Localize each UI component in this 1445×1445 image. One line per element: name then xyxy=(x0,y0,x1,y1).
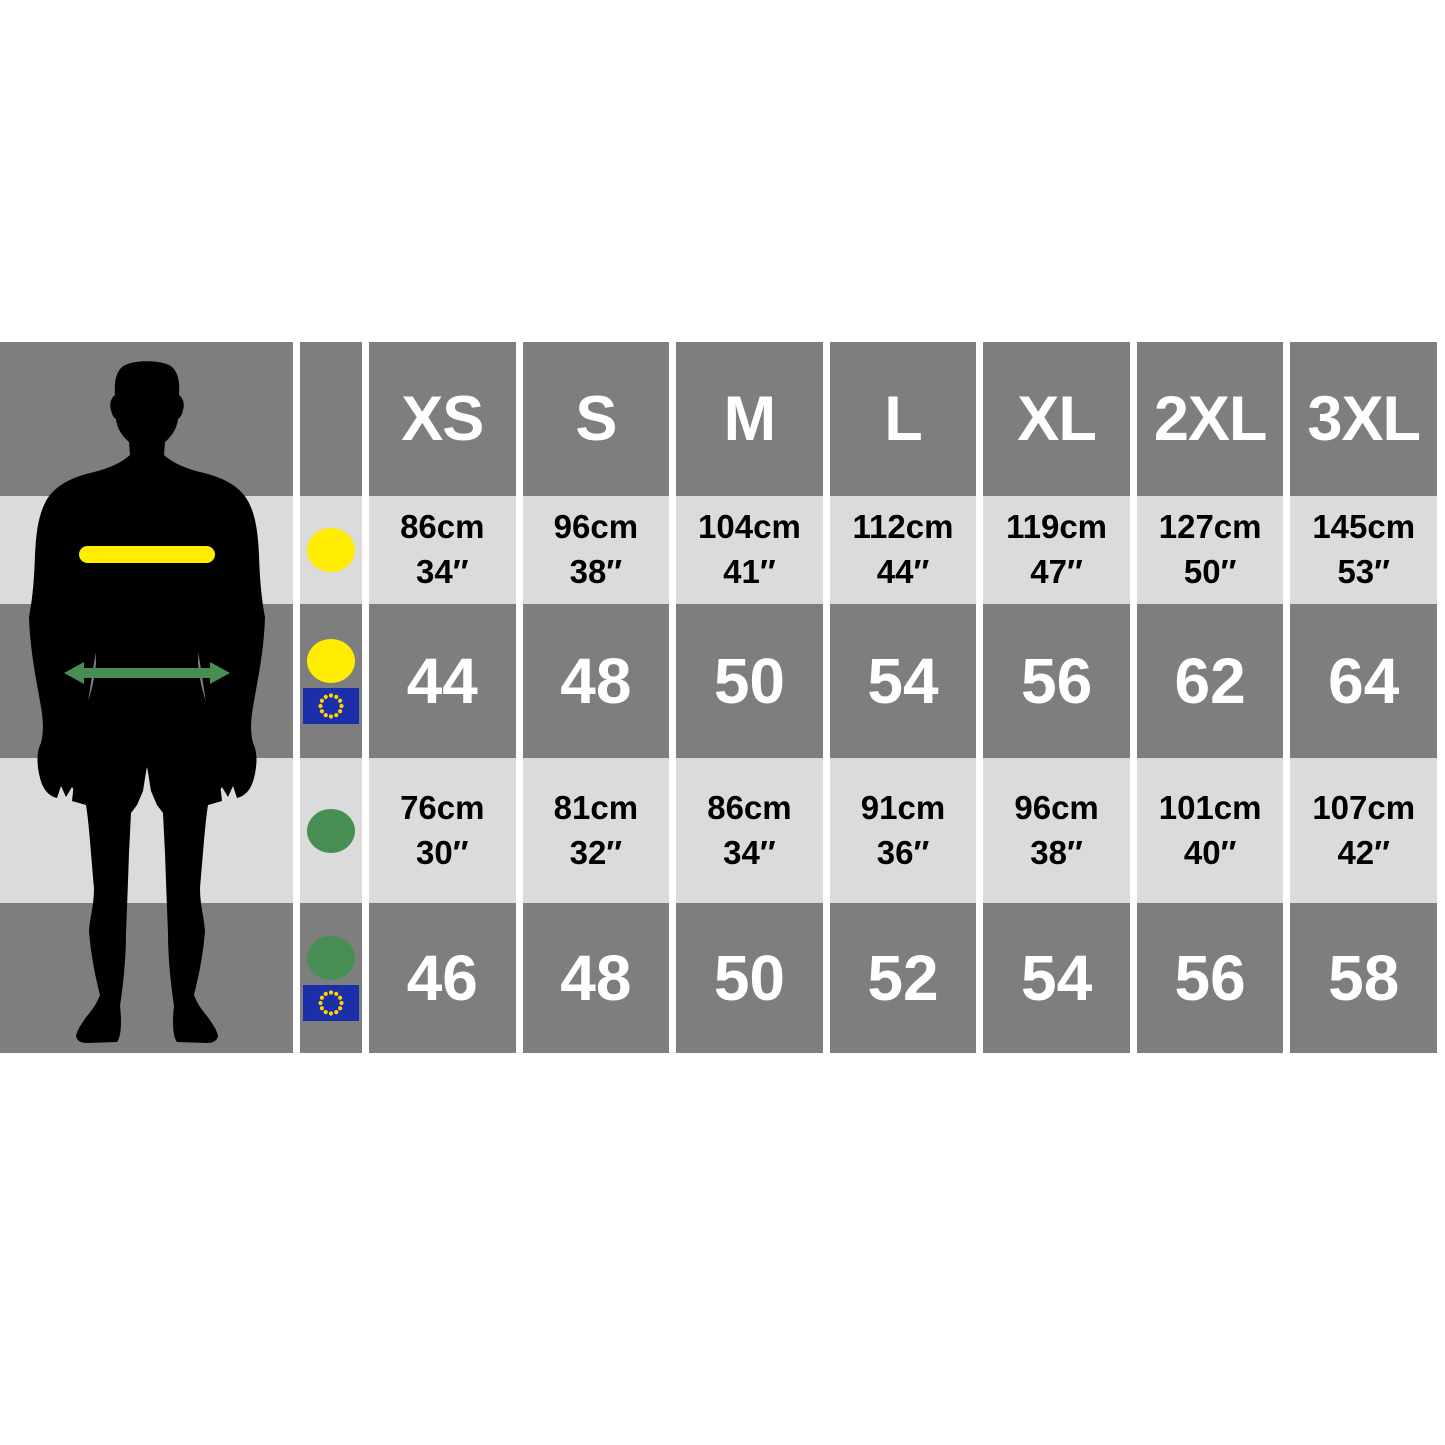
chest-measure-cell: 145cm 53″ xyxy=(1290,496,1437,604)
waist-cm-value: 107cm xyxy=(1312,788,1416,826)
chest-eu-marker-cell xyxy=(300,604,362,758)
male-silhouette-figure xyxy=(29,361,265,1043)
chest-measure-cell: 119cm 47″ xyxy=(983,496,1130,604)
column-header: XS xyxy=(369,342,516,496)
chest-cm-value: 96cm xyxy=(553,508,639,546)
chest-line-marker xyxy=(79,546,215,563)
chest-marker-icon xyxy=(307,638,355,683)
chest-measure-cell: 127cm 50″ xyxy=(1136,496,1284,604)
chest-inch-value: 44″ xyxy=(876,553,930,590)
waist-eu-size-cell: 48 xyxy=(522,903,670,1053)
chest-cm-value: 127cm xyxy=(1158,508,1262,546)
waist-eu-size-cell: 56 xyxy=(1136,903,1284,1053)
chest-eu-size-cell: 44 xyxy=(369,604,516,758)
chest-eu-size-cell: 54 xyxy=(829,604,977,758)
column-header: XL xyxy=(983,342,1130,496)
column-header: 3XL xyxy=(1290,342,1437,496)
chest-eu-size-cell: 48 xyxy=(522,604,670,758)
chest-measure-cell: 96cm 38″ xyxy=(522,496,670,604)
waist-eu-marker-cell xyxy=(300,903,362,1053)
eu-flag-icon xyxy=(303,984,359,1021)
chest-measure-cell: 112cm 44″ xyxy=(829,496,977,604)
waist-eu-size-cell: 52 xyxy=(829,903,977,1053)
chest-measure-cell: 86cm 34″ xyxy=(369,496,516,604)
waist-cm-value: 101cm xyxy=(1158,788,1262,826)
chest-inch-value: 50″ xyxy=(1183,553,1237,590)
waist-eu-size-cell: 50 xyxy=(676,903,823,1053)
column-header: 2XL xyxy=(1136,342,1284,496)
waist-measure-cell: 81cm 32″ xyxy=(522,758,670,903)
chest-cm-value: 119cm xyxy=(1006,508,1108,546)
waist-measure-cell: 96cm 38″ xyxy=(983,758,1130,903)
waist-eu-size-cell: 54 xyxy=(983,903,1130,1053)
chest-eu-size-cell: 56 xyxy=(983,604,1130,758)
chest-marker-cell xyxy=(300,496,362,604)
chest-inch-value: 47″ xyxy=(1030,553,1083,590)
chest-eu-size-cell: 50 xyxy=(676,604,823,758)
male-silhouette xyxy=(29,361,265,1043)
waist-inch-value: 34″ xyxy=(723,833,776,871)
waist-inch-value: 30″ xyxy=(416,833,469,871)
waist-measure-cell: 91cm 36″ xyxy=(829,758,977,903)
waist-measure-cell: 76cm 30″ xyxy=(369,758,516,903)
chest-cm-value: 145cm xyxy=(1312,508,1416,546)
chest-measure-cell: 104cm 41″ xyxy=(676,496,823,604)
waist-inch-value: 32″ xyxy=(569,833,623,871)
waist-cm-value: 81cm xyxy=(553,788,639,826)
chest-cm-value: 104cm xyxy=(698,508,801,546)
chest-inch-value: 34″ xyxy=(416,553,469,590)
waist-inch-value: 38″ xyxy=(1030,833,1083,871)
waist-marker-cell xyxy=(300,758,362,903)
column-header: L xyxy=(829,342,977,496)
column-header: M xyxy=(676,342,823,496)
chest-inch-value: 38″ xyxy=(569,553,623,590)
body-silhouette-panel xyxy=(0,342,293,1053)
waist-measure-cell: 101cm 40″ xyxy=(1136,758,1284,903)
waist-marker-icon xyxy=(307,935,355,980)
chest-cm-value: 112cm xyxy=(852,508,954,546)
waist-arrow-marker xyxy=(64,662,230,684)
size-table: XS S M L XL 2XL 3XL 86cm 34″ 96cm 38″ 10… xyxy=(0,342,1437,1053)
waist-cm-value: 91cm xyxy=(860,788,946,826)
waist-eu-size-cell: 58 xyxy=(1290,903,1437,1053)
chest-cm-value: 86cm xyxy=(400,508,485,546)
waist-inch-value: 36″ xyxy=(876,833,930,871)
chest-marker-icon xyxy=(307,528,355,572)
marker-column-header xyxy=(300,342,362,496)
chest-eu-size-cell: 64 xyxy=(1290,604,1437,758)
waist-cm-value: 96cm xyxy=(1014,788,1099,826)
waist-cm-value: 86cm xyxy=(707,788,792,826)
waist-marker-icon xyxy=(307,808,355,853)
waist-inch-value: 42″ xyxy=(1337,833,1390,871)
eu-flag-icon xyxy=(303,687,359,724)
chest-inch-value: 53″ xyxy=(1337,553,1390,590)
chest-eu-size-cell: 62 xyxy=(1136,604,1284,758)
waist-inch-value: 40″ xyxy=(1183,833,1237,871)
column-header: S xyxy=(522,342,670,496)
waist-eu-size-cell: 46 xyxy=(369,903,516,1053)
waist-measure-cell: 86cm 34″ xyxy=(676,758,823,903)
waist-cm-value: 76cm xyxy=(400,788,485,826)
chest-inch-value: 41″ xyxy=(723,553,776,590)
waist-measure-cell: 107cm 42″ xyxy=(1290,758,1437,903)
